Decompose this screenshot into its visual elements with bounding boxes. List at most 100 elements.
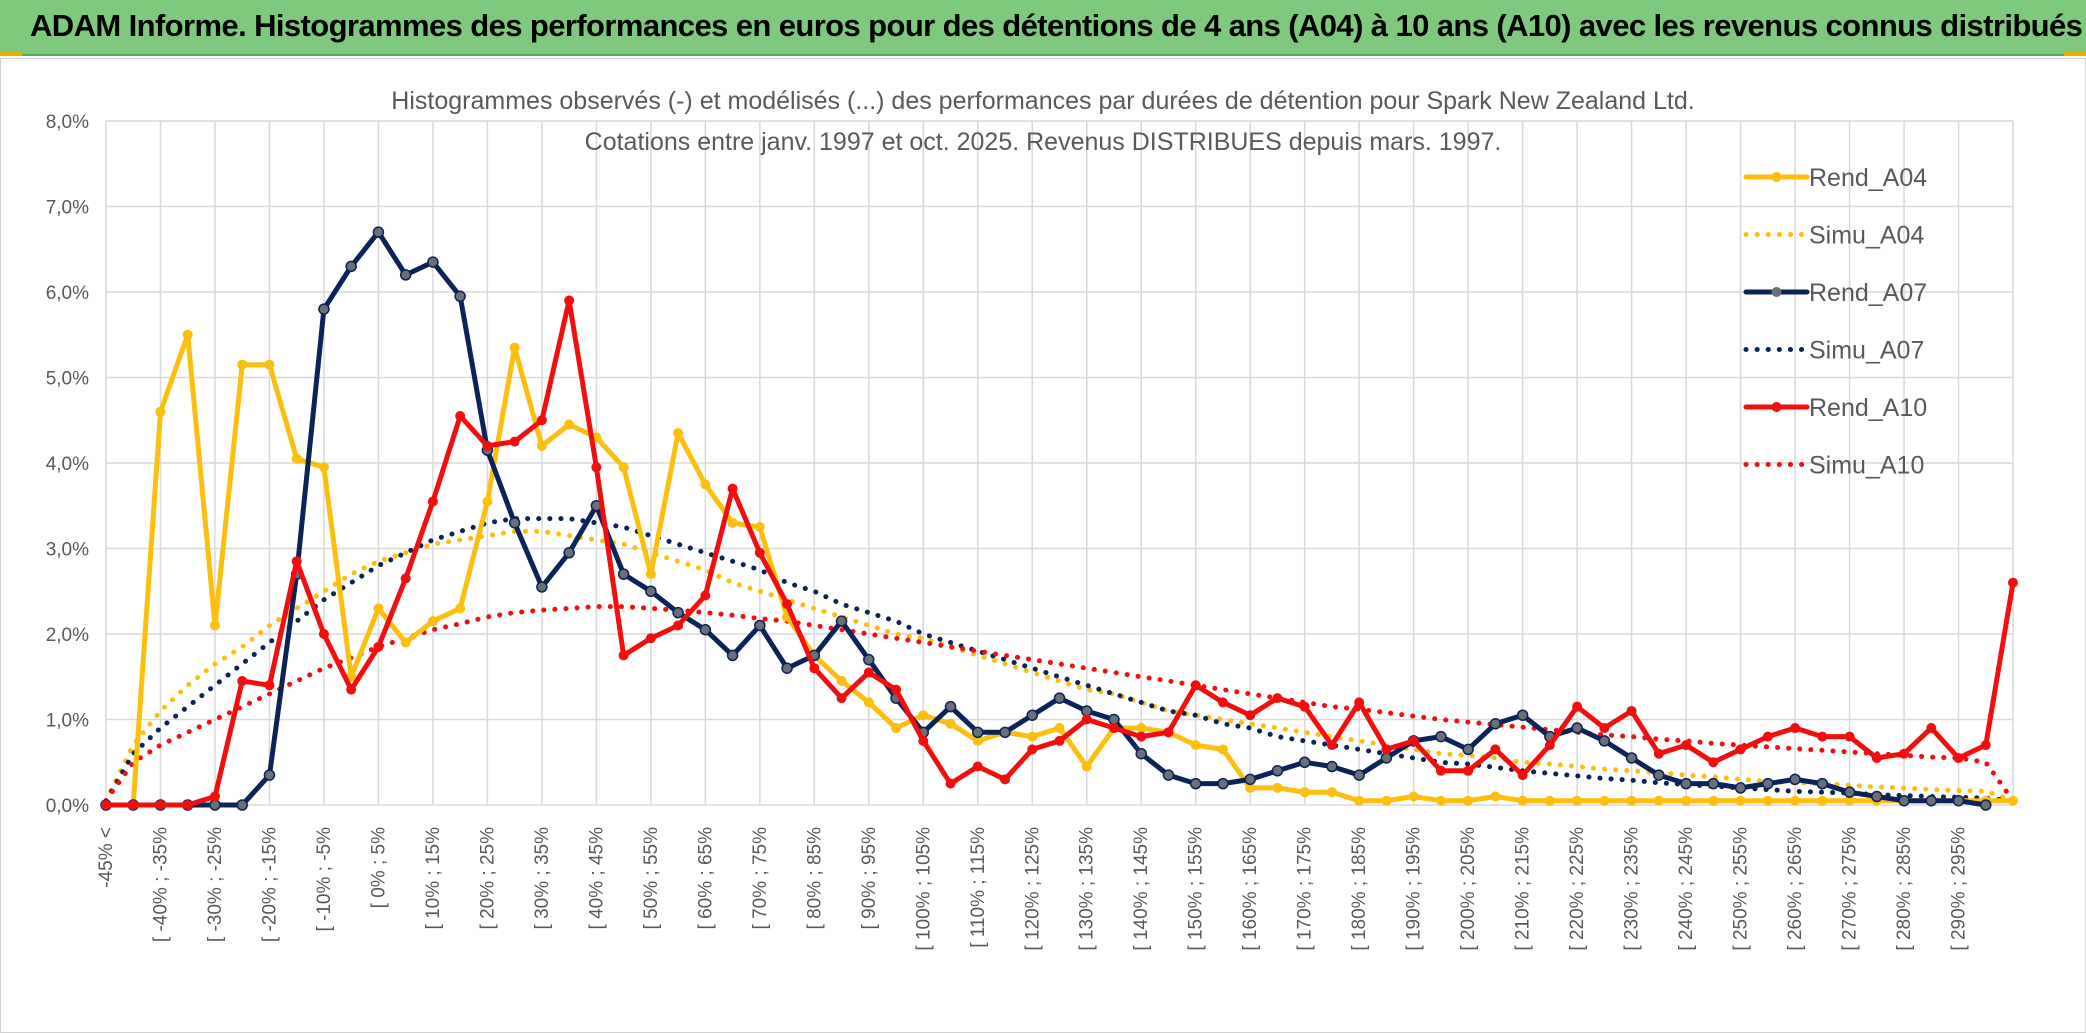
point-rend-a10 (1681, 740, 1692, 751)
x-tick-label: [ 210% ; 215% (1513, 827, 1534, 951)
point-rend-a07 (1516, 709, 1529, 721)
point-rend-a07 (372, 226, 385, 238)
point-rend-a04 (1272, 782, 1283, 793)
y-tick-label: 1,0% (46, 711, 89, 732)
point-rend-a10 (482, 440, 493, 451)
point-rend-a07 (699, 623, 712, 636)
point-rend-a10 (1136, 731, 1147, 742)
x-tick-label: [ 180% ; 185% (1349, 827, 1370, 951)
point-rend-a04 (945, 718, 956, 729)
point-rend-a07 (754, 619, 766, 632)
histogram-chart: 0,0% 1,0% 2,0% 3,0% 4,0% 5,0% 6,0% 7,0% 8,0% -45… (46, 87, 2018, 951)
x-tick-label: [ 160% ; 165% (1240, 827, 1261, 951)
y-tick-label: 0,0% (46, 796, 89, 817)
point-rend-a04 (1435, 795, 1446, 806)
point-rend-a04 (863, 697, 874, 708)
point-rend-a04 (836, 676, 847, 687)
point-rend-a04 (2008, 795, 2018, 806)
x-tick-label: [ 170% ; 175% (1295, 827, 1316, 951)
x-tick-label: [ 0% ; 5% (368, 827, 389, 908)
y-tick-label: 8,0% (46, 112, 89, 133)
point-rend-a07 (1489, 718, 1502, 730)
point-rend-a04 (1572, 795, 1583, 806)
point-rend-a10 (1054, 735, 1065, 746)
point-rend-a10 (1490, 744, 1501, 755)
legend-label-simu-a10: Simu_A10 (1809, 452, 1924, 480)
x-tick-label: [ 80% ; 85% (804, 827, 825, 930)
point-rend-a07 (1680, 777, 1692, 790)
point-rend-a10 (1217, 697, 1228, 708)
point-rend-a10 (1817, 731, 1828, 742)
point-rend-a04 (972, 735, 983, 746)
legend-marker (1771, 287, 1782, 297)
point-rend-a04 (1081, 761, 1092, 772)
point-rend-a10 (700, 590, 711, 601)
point-rend-a07 (1816, 777, 1829, 790)
point-rend-a07 (1952, 794, 1965, 807)
point-rend-a10 (264, 680, 275, 691)
point-rend-a04 (1626, 795, 1637, 806)
point-rend-a10 (1027, 744, 1038, 755)
x-tick-label: [ 200% ; 205% (1458, 827, 1479, 951)
x-tick-label: [ 150% ; 155% (1186, 827, 1207, 951)
point-rend-a07 (236, 799, 248, 811)
x-tick-label: [ 140% ; 145% (1131, 827, 1152, 951)
point-rend-a07 (1734, 782, 1747, 794)
x-tick-label: [ 70% ; 75% (750, 827, 771, 930)
point-rend-a04 (1790, 795, 1801, 806)
point-rend-a10 (182, 800, 193, 810)
x-tick-label: [ 220% ; 225% (1567, 827, 1588, 951)
point-rend-a07 (1026, 709, 1039, 721)
point-rend-a10 (1790, 723, 1801, 734)
point-rend-a07 (209, 799, 221, 811)
point-rend-a10 (1572, 701, 1583, 712)
x-tick-label: [ 280% ; 285% (1894, 827, 1915, 951)
point-rend-a10 (863, 667, 874, 678)
point-rend-a10 (1435, 765, 1446, 776)
point-rend-a04 (1735, 795, 1746, 806)
point-rend-a10 (1408, 735, 1419, 746)
point-rend-a04 (1245, 782, 1256, 793)
series-line-simu-a04 (103, 528, 2016, 804)
point-rend-a07 (1189, 777, 1202, 790)
point-rend-a07 (835, 615, 848, 627)
y-tick-label: 2,0% (46, 625, 89, 646)
report-title: ADAM Informe. Histogrammes des performan… (30, 8, 2083, 43)
point-rend-a10 (536, 415, 547, 426)
chart-frame: 0,0% 1,0% 2,0% 3,0% 4,0% 5,0% 6,0% 7,0% 8,0% -45… (0, 58, 2086, 1033)
y-tick-label: 6,0% (46, 283, 89, 304)
x-tick-label: [ 110% ; 115% (968, 827, 989, 948)
point-rend-a04 (754, 522, 765, 533)
point-rend-a04 (1463, 795, 1474, 806)
point-rend-a10 (1354, 697, 1365, 708)
point-rend-a04 (1190, 740, 1201, 751)
point-rend-a07 (1271, 765, 1284, 777)
chart-series (100, 226, 2018, 811)
point-rend-a04 (1408, 791, 1419, 802)
point-rend-a04 (1762, 795, 1773, 806)
series-line-simu-a10 (103, 604, 2016, 804)
point-rend-a07 (1244, 773, 1256, 786)
point-rend-a07 (999, 726, 1011, 739)
point-rend-a04 (700, 479, 711, 490)
point-rend-a07 (1298, 756, 1311, 768)
point-rend-a04 (1844, 795, 1855, 806)
point-rend-a07 (1625, 752, 1638, 764)
point-rend-a10 (209, 791, 220, 802)
x-tick-label: [ 290% ; 295% (1949, 827, 1970, 951)
banner-corner-mark-left (0, 52, 22, 56)
y-axis-ticks: 0,0% 1,0% 2,0% 3,0% 4,0% 5,0% 6,0% 7,0% 8,0% (46, 112, 89, 817)
point-rend-a10 (1000, 774, 1011, 785)
point-rend-a07 (1653, 769, 1665, 781)
point-rend-a10 (918, 735, 929, 746)
point-rend-a10 (1735, 744, 1746, 755)
point-rend-a07 (1353, 769, 1365, 781)
point-rend-a04 (1544, 795, 1555, 806)
point-rend-a07 (1435, 730, 1447, 743)
x-tick-label: [ 90% ; 95% (859, 827, 880, 930)
point-rend-a07 (672, 606, 684, 619)
point-rend-a10 (1871, 752, 1882, 763)
point-rend-a04 (1217, 744, 1228, 755)
point-rend-a07 (1326, 760, 1338, 773)
point-rend-a10 (1762, 731, 1773, 742)
